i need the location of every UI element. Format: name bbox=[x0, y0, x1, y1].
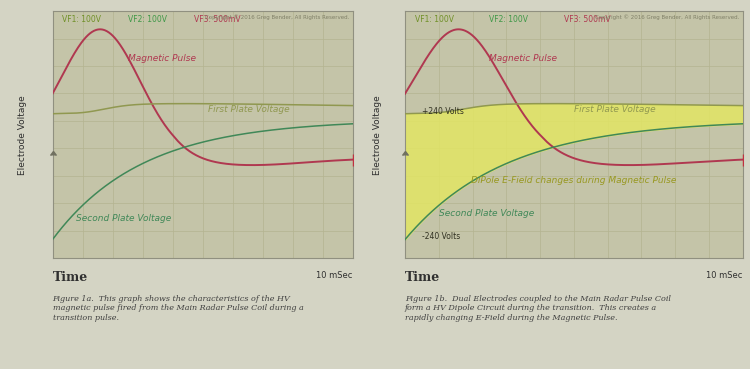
Text: Copyright © 2016 Greg Bender, All Rights Reserved.: Copyright © 2016 Greg Bender, All Rights… bbox=[595, 15, 739, 20]
Text: -240 Volts: -240 Volts bbox=[422, 232, 460, 241]
Text: Electrode Voltage: Electrode Voltage bbox=[18, 95, 27, 175]
Text: Figure 1b.  Dual Electrodes coupled to the Main Radar Pulse Coil
form a HV Dipol: Figure 1b. Dual Electrodes coupled to th… bbox=[405, 295, 670, 322]
Text: Time: Time bbox=[53, 271, 88, 284]
Text: VF3: 500mV: VF3: 500mV bbox=[194, 15, 240, 24]
Text: +240 Volts: +240 Volts bbox=[422, 107, 464, 116]
Text: 10 mSec: 10 mSec bbox=[316, 271, 352, 280]
Text: DiPole E-Field changes during Magnetic Pulse: DiPole E-Field changes during Magnetic P… bbox=[471, 176, 676, 185]
Text: Second Plate Voltage: Second Plate Voltage bbox=[439, 208, 534, 218]
Text: Figure 1a.  This graph shows the characteristics of the HV
magnetic pulse fired : Figure 1a. This graph shows the characte… bbox=[53, 295, 303, 322]
Text: Magnetic Pulse: Magnetic Pulse bbox=[489, 54, 557, 62]
Text: Magnetic Pulse: Magnetic Pulse bbox=[128, 54, 196, 62]
Text: First Plate Voltage: First Plate Voltage bbox=[209, 105, 290, 114]
Text: VF3: 500mV: VF3: 500mV bbox=[564, 15, 610, 24]
Text: Time: Time bbox=[405, 271, 440, 284]
Text: VF1: 100V: VF1: 100V bbox=[416, 15, 454, 24]
Text: VF2: 100V: VF2: 100V bbox=[128, 15, 166, 24]
Text: Electrode Voltage: Electrode Voltage bbox=[374, 95, 382, 175]
Text: Copyright © 2016 Greg Bender, All Rights Reserved.: Copyright © 2016 Greg Bender, All Rights… bbox=[205, 15, 350, 20]
Text: 10 mSec: 10 mSec bbox=[706, 271, 742, 280]
Text: First Plate Voltage: First Plate Voltage bbox=[574, 105, 656, 114]
Text: VF1: 100V: VF1: 100V bbox=[62, 15, 100, 24]
Text: VF2: 100V: VF2: 100V bbox=[489, 15, 528, 24]
Text: Second Plate Voltage: Second Plate Voltage bbox=[76, 214, 172, 223]
